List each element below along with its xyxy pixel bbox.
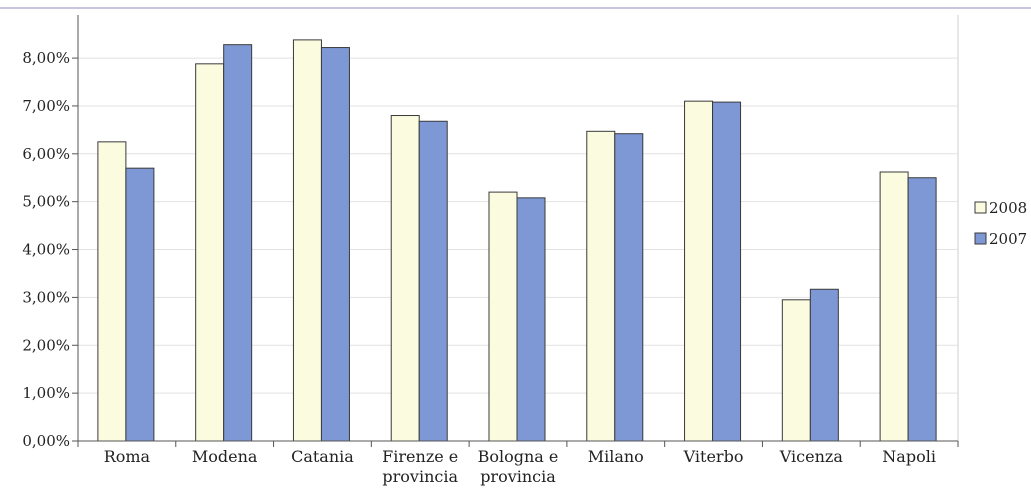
legend-label-2008: 2008	[989, 199, 1027, 217]
legend-swatch-2007	[974, 232, 987, 245]
bar-2008-1	[195, 63, 225, 442]
y-axis-ticks: 0,00% 1,00% 2,00% 3,00% 4,00% 5,00% 6,00% 7,00%…	[22, 15, 79, 450]
y-tick-label: 6,00%	[22, 145, 70, 163]
bar-2008-0	[97, 141, 127, 442]
legend-swatch-2008	[974, 201, 987, 214]
legend-label-2007: 2007	[989, 230, 1027, 248]
x-category-label: Catania	[291, 447, 354, 466]
x-category-label: Roma	[104, 447, 151, 466]
x-category-label: Napoli	[882, 447, 936, 466]
x-category-label: Modena	[192, 447, 258, 466]
bar-2007-0	[125, 167, 155, 442]
bar-2007-5	[614, 133, 644, 442]
bar-2008-6	[684, 100, 714, 442]
bar-2007-3	[418, 120, 448, 442]
legend: 2008 2007	[974, 199, 1027, 248]
bar-2007-6	[712, 101, 742, 442]
y-tick-label: 1,00%	[22, 384, 70, 402]
x-category-label: Bologna e provincia	[478, 447, 559, 486]
bar-2007-2	[320, 47, 350, 442]
y-tick-label: 8,00%	[22, 49, 70, 67]
bar-2008-8	[879, 171, 909, 442]
bar-2008-2	[292, 39, 322, 442]
x-axis-labels: Roma Modena Catania Firenze e provincia Bolog…	[104, 447, 936, 486]
y-tick-label: 3,00%	[22, 288, 70, 306]
bar-2008-5	[586, 130, 616, 442]
y-tick-label: 0,00%	[22, 432, 70, 450]
bar-2007-7	[809, 288, 839, 442]
x-category-label: Vicenza	[779, 447, 844, 466]
bar-2007-4	[516, 197, 546, 442]
y-tick-label: 2,00%	[22, 336, 70, 354]
y-tick-label: 5,00%	[22, 193, 70, 211]
bar-2008-3	[390, 115, 420, 442]
x-axis	[77, 440, 959, 447]
x-category-label: Firenze e provincia	[382, 447, 458, 486]
y-tick-label: 7,00%	[22, 97, 70, 115]
y-tick-label: 4,00%	[22, 241, 70, 259]
x-category-label: Milano	[588, 447, 644, 466]
bar-2008-7	[781, 299, 811, 442]
chart-frame	[0, 7, 1031, 441]
bar-2008-4	[488, 191, 518, 442]
x-category-label: Viterbo	[683, 447, 744, 466]
bar-2007-1	[223, 44, 253, 442]
bars	[97, 39, 937, 442]
bar-2007-8	[907, 177, 937, 442]
